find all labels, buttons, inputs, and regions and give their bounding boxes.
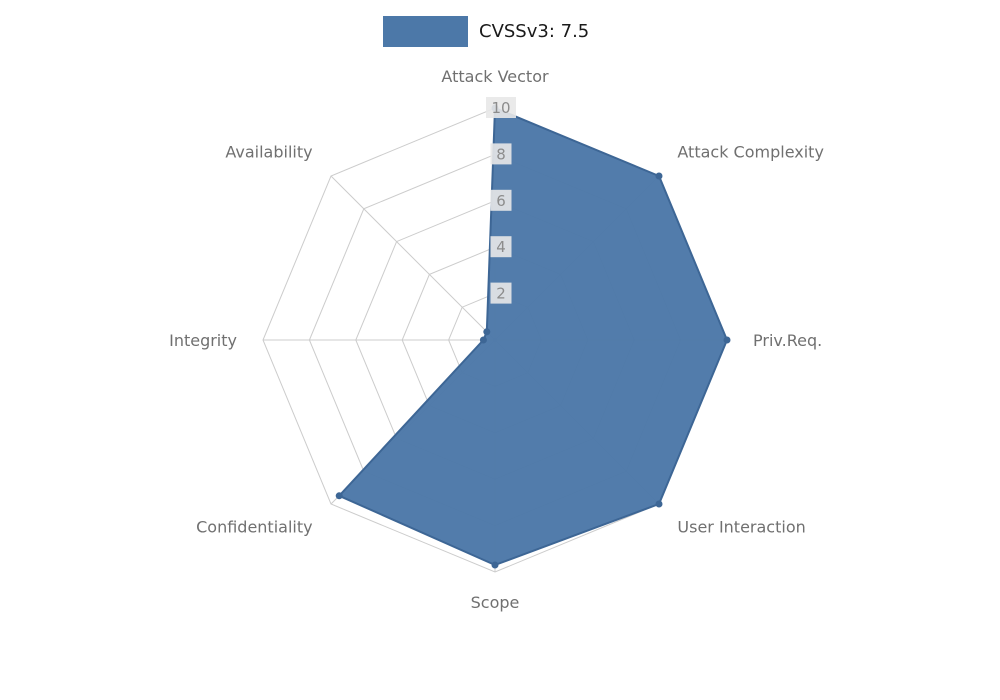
axis-label-integrity: Integrity — [169, 331, 237, 350]
chart-legend: CVSSv3: 7.5 — [383, 16, 589, 47]
data-point — [335, 492, 343, 500]
axis-label-attack-complexity: Attack Complexity — [677, 143, 824, 162]
data-point — [479, 336, 487, 344]
data-point — [723, 336, 731, 344]
axis-label-scope: Scope — [471, 593, 520, 612]
axis-spoke — [330, 175, 496, 341]
legend-swatch — [383, 16, 468, 47]
tick-label: 4 — [496, 238, 506, 256]
axis-label-availability: Availability — [225, 143, 312, 162]
tick-label-bg — [486, 97, 516, 118]
tick-label: 2 — [496, 285, 506, 303]
axis-label-attack-vector: Attack Vector — [441, 67, 549, 86]
tick-label-bg — [490, 143, 512, 165]
data-point — [483, 328, 491, 336]
tick-label: 10 — [491, 99, 510, 117]
axis-label-priv-req: Priv.Req. — [753, 331, 822, 350]
legend-label: CVSSv3: 7.5 — [479, 21, 590, 42]
data-polygon — [338, 107, 728, 566]
data-point — [655, 500, 663, 508]
axis-label-user-interaction: User Interaction — [677, 517, 805, 536]
tick-label-bg — [490, 282, 512, 304]
tick-label-bg — [490, 236, 512, 258]
tick-label: 6 — [496, 192, 506, 210]
data-point — [491, 561, 499, 569]
axis-label-confidentiality: Confidentiality — [196, 517, 312, 536]
data-point — [655, 172, 663, 180]
tick-label-bg — [490, 189, 512, 211]
tick-label: 8 — [496, 145, 506, 163]
